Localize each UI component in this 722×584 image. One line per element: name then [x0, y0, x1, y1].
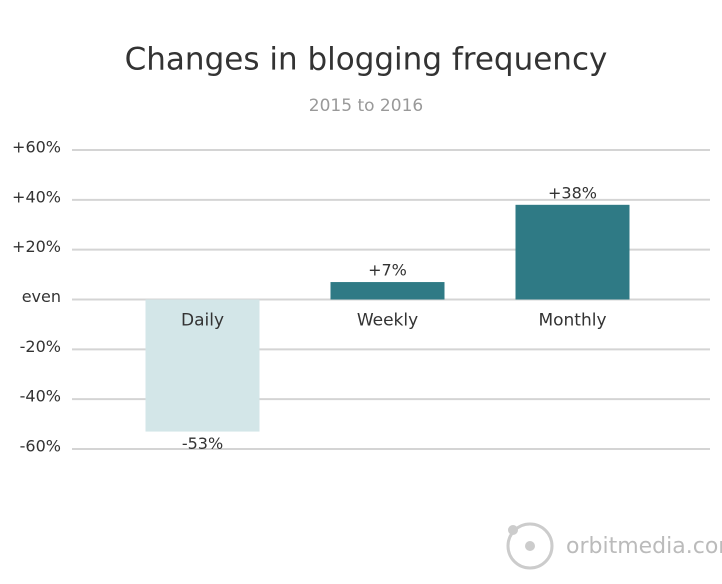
- y-tick-label: -40%: [20, 387, 61, 406]
- y-tick-label: +60%: [12, 138, 61, 157]
- y-tick-label: even: [22, 287, 61, 306]
- logo: [506, 522, 554, 570]
- value-label: +7%: [368, 261, 407, 280]
- x-tick-label: Daily: [181, 311, 224, 331]
- x-tick-label: Weekly: [357, 311, 418, 331]
- bar: [515, 204, 630, 300]
- bar: [330, 282, 445, 300]
- y-tick-label: -60%: [20, 437, 61, 456]
- x-tick-label: Monthly: [538, 311, 606, 331]
- y-tick-label: -20%: [20, 337, 61, 356]
- watermark: orbitmedia.com: [566, 534, 722, 559]
- bar: [145, 299, 260, 432]
- value-label: +38%: [548, 183, 597, 202]
- y-tick-label: +40%: [12, 187, 61, 206]
- value-label: -53%: [182, 434, 223, 453]
- chart-subtitle: 2015 to 2016: [309, 96, 423, 116]
- chart-title: Changes in blogging frequency: [125, 42, 608, 78]
- y-tick-label: +20%: [12, 237, 61, 256]
